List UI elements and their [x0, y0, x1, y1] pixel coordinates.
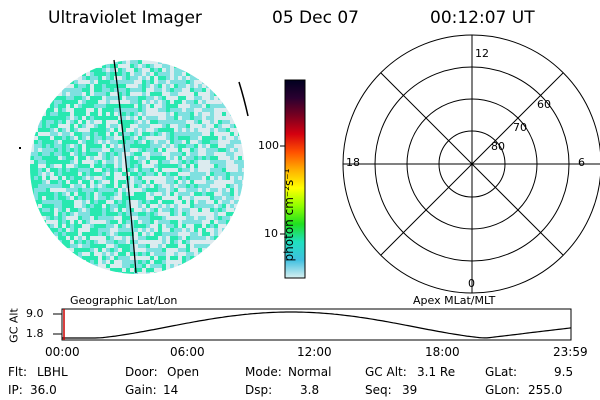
observation-time: 00:12:07 UT — [430, 8, 535, 28]
glon-value: 255.0 — [528, 383, 563, 397]
altitude-ytick-label-1.8: 1.8 — [26, 327, 44, 340]
polar-diagonal-b — [380, 72, 564, 256]
uv-image-pixels — [30, 60, 244, 274]
mlt-label-12: 12 — [475, 47, 489, 60]
ip-value: 36.0 — [30, 383, 57, 397]
door-value: Open — [167, 365, 200, 379]
altitude-curve — [62, 311, 572, 339]
time-tick-0600: 06:00 — [170, 345, 205, 359]
edge-mark — [19, 147, 21, 149]
colorbar-label-100: 100 — [258, 139, 279, 152]
imager-projection-label: Geographic Lat/Lon — [70, 294, 178, 307]
mode-label: Mode: — [245, 365, 282, 379]
time-tick-1800: 18:00 — [425, 345, 460, 359]
observation-date: 05 Dec 07 — [272, 8, 359, 28]
uv-image-disk — [30, 59, 244, 274]
glon-label: GLon: — [485, 383, 520, 397]
polar-grid — [342, 34, 600, 294]
mlt-label-18: 18 — [346, 156, 360, 169]
ip-label: IP: — [8, 383, 23, 397]
colorbar-unit-label: photon cm⁻²s⁻¹ — [282, 168, 296, 262]
time-tick-1200: 12:00 — [297, 345, 332, 359]
mlt-label-6: 6 — [578, 156, 585, 169]
filter-value: LBHL — [37, 365, 68, 379]
time-tick-2359: 23:59 — [553, 345, 588, 359]
glat-label: GLat: — [485, 365, 518, 379]
mlat-label-60: 60 — [537, 98, 551, 111]
mlat-label-70: 70 — [513, 121, 527, 134]
altitude-plot — [53, 308, 572, 341]
gain-value: 14 — [163, 383, 179, 397]
time-tick-0000: 00:00 — [45, 345, 80, 359]
mlt-label-0: 0 — [468, 277, 475, 290]
instrument-title: Ultraviolet Imager — [48, 8, 202, 28]
dsp-label: Dsp: — [245, 383, 273, 397]
limb-arc — [238, 81, 249, 117]
seq-label: Seq: — [365, 383, 392, 397]
altitude-plot-frame — [61, 308, 572, 341]
glat-value: 9.5 — [554, 365, 574, 379]
colorbar-label-10: 10 — [264, 227, 278, 240]
gain-label: Gain: — [125, 383, 157, 397]
gcalt-label: GC Alt: — [365, 365, 407, 379]
terminator-line — [113, 59, 137, 274]
gcalt-value: 3.1 Re — [417, 365, 456, 379]
colorbar — [280, 79, 306, 279]
filter-label: Flt: — [8, 365, 27, 379]
mlat-label-80: 80 — [491, 140, 505, 153]
door-label: Door: — [125, 365, 158, 379]
polar-projection-label: Apex MLat/MLT — [413, 294, 496, 307]
dsp-value: 3.8 — [300, 383, 320, 397]
altitude-ytick-label-9: 9.0 — [26, 307, 44, 320]
mode-value: Normal — [288, 365, 332, 379]
seq-value: 39 — [402, 383, 418, 397]
altitude-ylabel: GC Alt — [7, 308, 21, 343]
